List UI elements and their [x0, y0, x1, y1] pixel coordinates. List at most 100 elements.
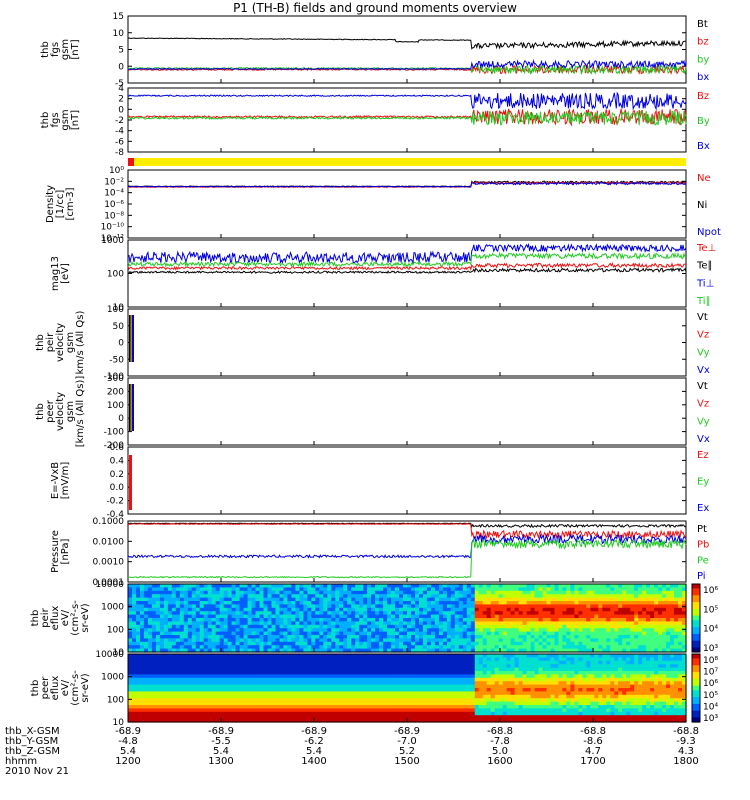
- peer-eflux-heatmap: [128, 654, 687, 723]
- panel-peer-eflux-ylabel-line: eV/: [60, 679, 71, 696]
- panel-fgs2-tick-label: -4: [115, 127, 124, 137]
- panel-peer-velocity-tick-label: 100: [107, 401, 124, 411]
- colorbar-peir: [692, 584, 700, 653]
- panel-density-tick-label: 10⁻⁸: [104, 211, 124, 221]
- panel-peir-eflux-tick-label: 10: [113, 648, 125, 658]
- x-row-label: thb_Z-GSM: [5, 746, 60, 757]
- panel-peer-velocity-tick-label: 300: [107, 374, 124, 384]
- zgsm-value: 5.0: [492, 746, 508, 757]
- panel-temperature-legend-Te∥: Te∥: [696, 261, 713, 272]
- panel-fgs-tick-label: 15: [113, 12, 124, 22]
- panel-peer-velocity-ylabel-line: velocity: [55, 392, 66, 431]
- panel-fgs2-legend-Bx: Bx: [697, 141, 710, 152]
- panel-peer-eflux-tick-label: 10: [113, 718, 125, 728]
- panel-fgs2-tick-label: 4: [118, 84, 124, 94]
- panel-pressure-frame: [127, 520, 687, 583]
- hhmm-tick-label: 1700: [580, 756, 605, 767]
- panel-peer-eflux-ylabel-line: (cm²-s-: [70, 670, 81, 706]
- zgsm-value: 5.4: [120, 746, 136, 757]
- x-row-label: hhmm: [5, 756, 37, 767]
- panel-peir-velocity-tick-label: 50: [113, 322, 125, 332]
- panel-peer-eflux-ylabel: thb peer eflux eV/(cm²-s-sr-eV): [30, 670, 91, 706]
- panel-peer-eflux-ylabel-line: sr-eV): [80, 673, 91, 702]
- date-label: 2010 Nov 21: [5, 766, 69, 777]
- panel-density-ylabel-line: [1/cc]: [55, 190, 66, 219]
- hhmm-tick-label: 1200: [115, 756, 140, 767]
- xgsm-value: -68.8: [580, 726, 606, 737]
- panel-peir-velocity-ylabel-line: thb: [35, 334, 46, 351]
- panel-efield-tick-label: 0.6: [110, 443, 125, 453]
- panel-peir-eflux-ylabel-line: peir: [40, 607, 51, 627]
- zgsm-value: 5.2: [399, 746, 415, 757]
- hhmm-tick-label: 1300: [208, 756, 233, 767]
- panel-peir-velocity-tick-label: -100: [104, 372, 125, 382]
- panel-peer-eflux-ylabel-line: thb: [30, 680, 41, 697]
- panel-efield-tick-label: 0.0: [110, 483, 125, 493]
- colorbar-peir-label: 10³: [703, 644, 718, 654]
- xgsm-value: -68.9: [208, 726, 234, 737]
- panel-efield-ylabel-line: E=-VxB: [50, 462, 61, 499]
- panel-fgs2-tick-label: 2: [118, 95, 124, 105]
- bz2-trace: [127, 108, 687, 127]
- xgsm-value: -68.9: [301, 726, 327, 737]
- panel-peir-velocity-frame: [127, 308, 687, 377]
- pi-trace: [127, 533, 687, 559]
- panel-peir-velocity-legend-Vt: Vt: [697, 312, 708, 323]
- panel-peir-velocity-tick-label: 100: [107, 305, 124, 315]
- panel-temperature-tick-label: 10: [113, 303, 125, 313]
- te-par-trace: [127, 267, 687, 274]
- panel-fgs2-tick-label: -8: [115, 148, 124, 158]
- panel-density-legend-Ne: Ne: [697, 173, 711, 184]
- xgsm-value: -68.9: [115, 726, 141, 737]
- panel-peir-velocity-legend-Vy: Vy: [697, 347, 710, 358]
- ti-perp-trace: [128, 242, 687, 265]
- zgsm-value: 5.4: [213, 746, 229, 757]
- panel-fgs-legend-bz: bz: [697, 37, 709, 48]
- panel-peer-velocity-legend-Vx: Vx: [697, 434, 710, 445]
- panel-peer-velocity-ylabel-line: gsm: [65, 401, 76, 422]
- panel-pressure-tick-label: 0.0010: [93, 558, 125, 568]
- panel-peer-velocity-ylabel-line: [km/s (All Qs)]: [75, 376, 86, 448]
- panel-peer-velocity-ylabel-line: peer: [45, 399, 56, 423]
- panel-peir-velocity-tick-label: 0: [118, 339, 124, 349]
- panel-density-tick-label: 10⁻¹⁰: [101, 223, 125, 233]
- xgsm-value: -68.8: [487, 726, 513, 737]
- ti-par-trace: [127, 251, 687, 268]
- xgsm-value: -68.8: [673, 726, 699, 737]
- panel-density-legend-Ni: Ni: [697, 200, 707, 211]
- panel-density-tick-label: 10⁻⁴: [104, 189, 124, 199]
- panel-fgs-ylabel-line: thb: [40, 41, 51, 58]
- panel-peer-eflux-ylabel-line: eflux: [50, 676, 61, 701]
- panel-fgs-tick-label: 0: [118, 62, 124, 72]
- panel-fgs-tick-label: -5: [115, 79, 124, 89]
- panel-peir-eflux-tick-label: 10000: [95, 580, 124, 590]
- colorbar-peer-label: 10⁶: [703, 679, 718, 689]
- ni-trace: [128, 180, 686, 188]
- panel-fgs2-tick-label: -6: [115, 137, 124, 147]
- panel-peir-eflux-ylabel-line: (cm²-s-: [70, 600, 81, 636]
- panel-peir-velocity-ylabel-line: peir: [45, 332, 56, 352]
- panel-fgs2-ylabel-line: thb: [40, 112, 51, 129]
- mode-bar: [128, 158, 686, 166]
- panel-peer-velocity-tick-label: 0: [118, 414, 124, 424]
- colorbar-peer-label: 10⁷: [703, 668, 718, 678]
- panel-peer-eflux-tick-label: 100: [107, 695, 124, 705]
- panel-peir-velocity-burst: [132, 315, 134, 362]
- panel-pressure-ylabel: Pressure [nPa]: [50, 530, 71, 573]
- panel-peir-velocity-ylabel: thb peir velocity gsm km/s (All Qs): [35, 311, 86, 375]
- panel-pressure-legend-Pt: Pt: [697, 524, 707, 535]
- panel-pressure-ylabel-line: Pressure: [50, 530, 61, 573]
- panel-fgs2-ylabel-line: [nT]: [70, 110, 81, 130]
- panel-peer-eflux-ylabel-line: peer: [40, 676, 51, 700]
- panel-peir-velocity-ylabel-line: velocity: [55, 323, 66, 362]
- panel-efield-legend-Ez: Ez: [697, 450, 709, 461]
- plot-title: P1 (TH-B) fields and ground moments over…: [233, 1, 517, 15]
- bt-trace: [127, 37, 687, 50]
- panel-temperature-ylabel-line: [eV]: [60, 263, 71, 284]
- panel-peer-velocity-tick-label: -200: [104, 441, 125, 451]
- hhmm-tick-label: 1500: [394, 756, 419, 767]
- panel-pressure-legend-Pi: Pi: [697, 571, 706, 582]
- panel-density-ylabel-line: Density: [45, 185, 56, 223]
- panel-pressure-tick-label: 0.0001: [93, 578, 125, 588]
